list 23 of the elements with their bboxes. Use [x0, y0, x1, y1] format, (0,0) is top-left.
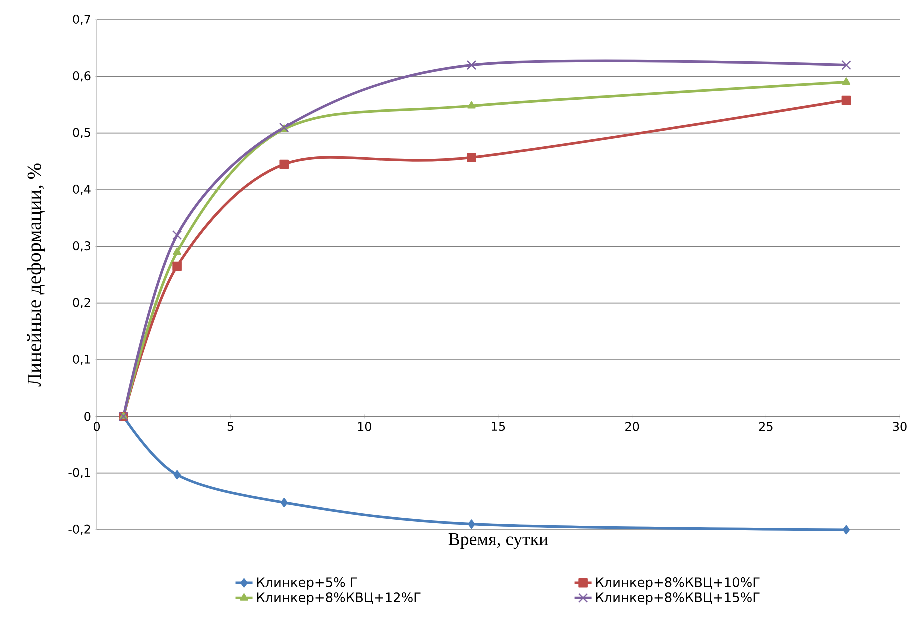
x-tick-label: 10 [358, 422, 372, 432]
y-tick-label: 0,5 [73, 128, 90, 138]
y-tick-label: -0,1 [68, 468, 90, 478]
y-tick-label: 0,2 [73, 298, 90, 308]
legend-label: Клинкер+5% Г [257, 578, 358, 590]
legend-label: Клинкер+8%КВЦ+10%Г [596, 578, 760, 590]
y-tick-label: -0,2 [68, 524, 90, 536]
x-tick-label: 30 [893, 422, 907, 432]
x-tick-label: 5 [228, 422, 234, 432]
y-tick-label: 0,4 [73, 184, 91, 196]
y-tick-label: 0,1 [73, 354, 90, 366]
legend-label: Клинкер+8%КВЦ+12%Г [257, 592, 421, 605]
y-tick-label: 0,3 [73, 242, 91, 252]
x-axis-title: Время, сутки [448, 534, 548, 550]
x-tick-label: 25 [759, 422, 773, 432]
y-axis-title: Линейные деформации, % [27, 164, 46, 387]
x-tick-label: 15 [492, 422, 506, 432]
y-tick-label: 0 [84, 412, 91, 422]
x-tick-label: 20 [626, 422, 640, 432]
legend-label: Клинкер+8%КВЦ+15%Г [596, 592, 760, 605]
y-tick-label: 0,7 [73, 14, 90, 26]
x-tick-label: 0 [94, 422, 100, 432]
y-tick-label: 0,6 [73, 72, 91, 82]
